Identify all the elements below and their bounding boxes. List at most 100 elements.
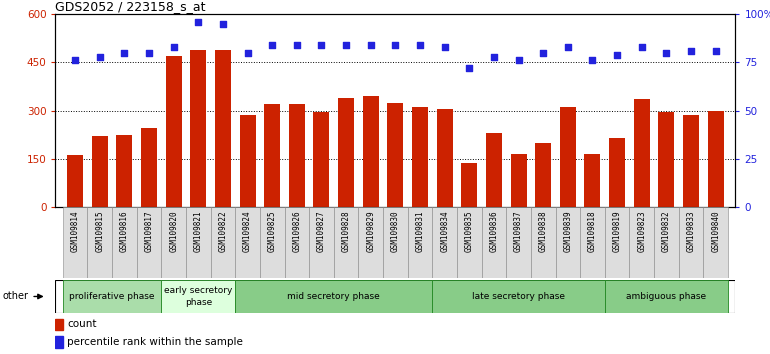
Bar — [88, 207, 112, 278]
Bar — [584, 154, 601, 207]
Bar — [137, 207, 162, 278]
Bar — [531, 207, 555, 278]
Bar — [215, 50, 231, 207]
Bar — [116, 135, 132, 207]
Text: other: other — [2, 291, 28, 302]
Point — [512, 58, 524, 63]
Bar — [634, 99, 650, 207]
Text: GSM109838: GSM109838 — [539, 211, 547, 252]
Point — [685, 48, 697, 54]
Text: mid secretory phase: mid secretory phase — [287, 292, 380, 301]
Bar — [313, 112, 330, 207]
Bar — [604, 207, 629, 278]
Text: GSM109825: GSM109825 — [268, 211, 276, 252]
Text: GSM109835: GSM109835 — [465, 211, 474, 252]
Bar — [166, 56, 182, 207]
Bar — [162, 280, 236, 313]
Bar — [407, 207, 432, 278]
Point — [217, 21, 229, 27]
Text: GSM109816: GSM109816 — [120, 211, 129, 252]
Bar — [629, 207, 654, 278]
Bar — [310, 207, 334, 278]
Bar — [260, 207, 285, 278]
Text: GSM109829: GSM109829 — [367, 211, 375, 252]
Text: GSM109822: GSM109822 — [219, 211, 227, 252]
Point — [340, 42, 353, 48]
Bar — [486, 133, 502, 207]
Bar — [580, 207, 604, 278]
Bar — [190, 50, 206, 207]
Text: GSM109833: GSM109833 — [687, 211, 695, 252]
Bar — [236, 207, 260, 278]
Text: early secretory
phase: early secretory phase — [164, 286, 233, 307]
Bar — [437, 109, 453, 207]
Bar — [506, 207, 531, 278]
Bar — [387, 103, 403, 207]
Bar — [383, 207, 407, 278]
Text: GSM109814: GSM109814 — [71, 211, 79, 252]
Point — [413, 42, 426, 48]
Bar — [555, 207, 580, 278]
Text: GSM109815: GSM109815 — [95, 211, 104, 252]
Bar — [678, 207, 703, 278]
Point — [537, 50, 549, 56]
Text: GSM109818: GSM109818 — [588, 211, 597, 252]
Text: GSM109817: GSM109817 — [145, 211, 153, 252]
Bar — [112, 207, 137, 278]
Text: count: count — [67, 319, 97, 329]
Text: GSM109820: GSM109820 — [169, 211, 178, 252]
Bar — [708, 110, 724, 207]
Bar — [92, 136, 108, 207]
Point — [119, 50, 131, 56]
Bar — [338, 98, 354, 207]
Bar — [432, 207, 457, 278]
Text: GSM109836: GSM109836 — [490, 211, 498, 252]
Point — [242, 50, 254, 56]
Text: GSM109830: GSM109830 — [391, 211, 400, 252]
Point — [266, 42, 279, 48]
Text: ambiguous phase: ambiguous phase — [626, 292, 706, 301]
Text: GSM109839: GSM109839 — [564, 211, 572, 252]
Bar — [239, 115, 256, 207]
Point — [611, 52, 623, 57]
Text: GSM109824: GSM109824 — [243, 211, 252, 252]
Text: GSM109834: GSM109834 — [440, 211, 449, 252]
Bar — [412, 107, 428, 207]
Bar — [63, 207, 88, 278]
Point — [561, 44, 574, 50]
Point — [192, 19, 205, 25]
Bar — [334, 207, 359, 278]
Text: GSM109828: GSM109828 — [342, 211, 350, 252]
Bar — [141, 128, 157, 207]
Point — [168, 44, 180, 50]
Point — [438, 44, 450, 50]
Text: GSM109840: GSM109840 — [711, 211, 720, 252]
Bar — [186, 207, 211, 278]
Text: GSM109837: GSM109837 — [514, 211, 523, 252]
Bar — [457, 207, 481, 278]
Point — [390, 42, 402, 48]
Bar — [55, 319, 63, 330]
Text: GSM109827: GSM109827 — [317, 211, 326, 252]
Text: proliferative phase: proliferative phase — [69, 292, 155, 301]
Bar — [264, 104, 280, 207]
Point — [316, 42, 328, 48]
Bar — [703, 207, 728, 278]
Point — [635, 44, 648, 50]
Bar — [604, 280, 728, 313]
Point — [365, 42, 377, 48]
Bar — [363, 96, 379, 207]
Text: GSM109821: GSM109821 — [194, 211, 203, 252]
Text: GSM109823: GSM109823 — [638, 211, 646, 252]
Bar — [683, 115, 699, 207]
Point — [94, 54, 106, 59]
Text: GSM109819: GSM109819 — [613, 211, 621, 252]
Text: percentile rank within the sample: percentile rank within the sample — [67, 337, 243, 347]
Text: GSM109831: GSM109831 — [416, 211, 424, 252]
Point — [463, 65, 475, 71]
Bar — [481, 207, 506, 278]
Text: GSM109826: GSM109826 — [293, 211, 301, 252]
Text: late secretory phase: late secretory phase — [472, 292, 565, 301]
Bar — [211, 207, 236, 278]
Point — [709, 48, 721, 54]
